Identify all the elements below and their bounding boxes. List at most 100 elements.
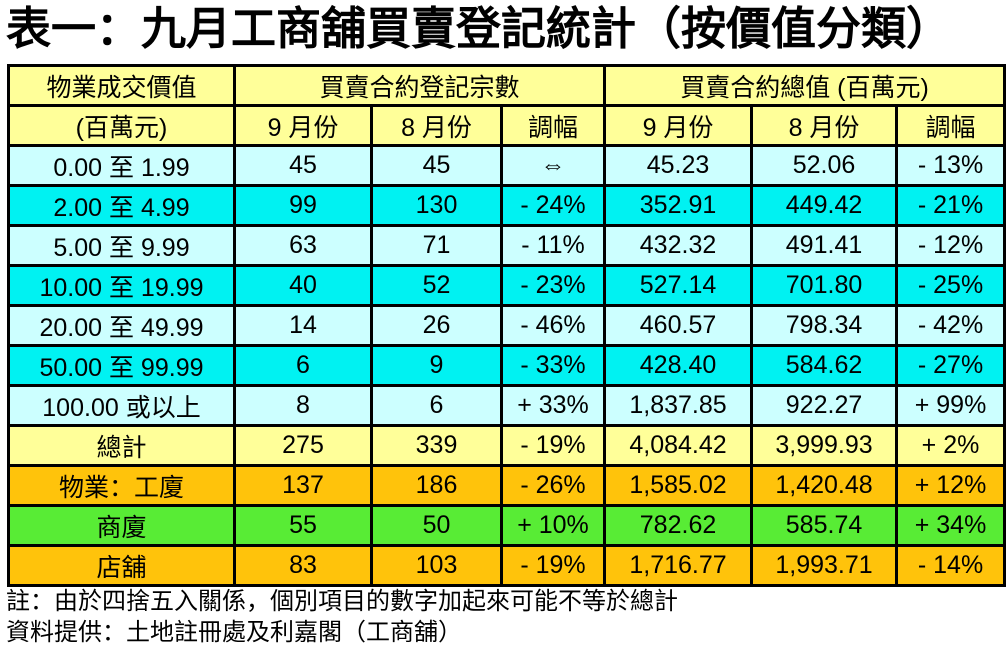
row-label: 2.00 至 4.99 bbox=[7, 184, 236, 227]
column-group-contract-count: 買賣合約登記宗數 bbox=[232, 64, 607, 107]
table-cell: 99 bbox=[233, 184, 373, 227]
column-header-sep: 9 月份 bbox=[603, 104, 754, 147]
table-cell: 14 bbox=[233, 304, 373, 347]
table-cell: 428.40 bbox=[603, 344, 754, 387]
table-cell: 782.62 bbox=[603, 504, 754, 547]
table-cell: 6 bbox=[233, 344, 373, 387]
table-cell: - 21% bbox=[895, 184, 1006, 227]
table-cell: 432.32 bbox=[603, 224, 754, 267]
note-source: 資料提供：土地註冊處及利嘉閣（工商舖） bbox=[6, 619, 462, 646]
table-cell: + 34% bbox=[895, 504, 1006, 547]
table-cell: 71 bbox=[370, 224, 503, 267]
table-cell: - 25% bbox=[895, 264, 1006, 307]
table-cell: - 13% bbox=[895, 144, 1006, 187]
table-cell: - 19% bbox=[499, 544, 607, 587]
table-cell: - 26% bbox=[499, 464, 607, 507]
table-cell: + 12% bbox=[895, 464, 1006, 507]
table-row-industrial: 物業：工廈 137 186 - 26% 1,585.02 1,420.48 + … bbox=[7, 464, 1006, 507]
table-cell: 527.14 bbox=[603, 264, 754, 307]
row-label: 總計 bbox=[7, 424, 236, 467]
table-cell: - 14% bbox=[895, 544, 1006, 587]
table-cell: 701.80 bbox=[750, 264, 899, 307]
table-cell: 275 bbox=[233, 424, 373, 467]
table-cell: 45.23 bbox=[603, 144, 754, 187]
table-cell: 798.34 bbox=[750, 304, 899, 347]
column-header-aug: 8 月份 bbox=[370, 104, 503, 147]
table-cell: + 2% bbox=[895, 424, 1006, 467]
table-cell: 55 bbox=[233, 504, 373, 547]
table-cell: 103 bbox=[370, 544, 503, 587]
table-cell: 186 bbox=[370, 464, 503, 507]
table-cell: 6 bbox=[370, 384, 503, 427]
row-label: 50.00 至 99.99 bbox=[7, 344, 236, 387]
table-cell: - 46% bbox=[499, 304, 607, 347]
row-label: 店舖 bbox=[7, 544, 236, 587]
column-header-aug: 8 月份 bbox=[750, 104, 899, 147]
table-cell: 8 bbox=[233, 384, 373, 427]
table-cell: 9 bbox=[370, 344, 503, 387]
table-row: 0.00 至 1.99 45 45 ⇔ 45.23 52.06 - 13% bbox=[7, 144, 1006, 187]
table-row-total: 總計 275 339 - 19% 4,084.42 3,999.93 + 2% bbox=[7, 424, 1006, 467]
table-cell: - 19% bbox=[499, 424, 607, 467]
row-label: 20.00 至 49.99 bbox=[7, 304, 236, 347]
table-cell: - 42% bbox=[895, 304, 1006, 347]
table-cell: 50 bbox=[370, 504, 503, 547]
table-cell: 52 bbox=[370, 264, 503, 307]
table-row: 10.00 至 19.99 40 52 - 23% 527.14 701.80 … bbox=[7, 264, 1006, 307]
table-cell: 449.42 bbox=[750, 184, 899, 227]
table-cell: 1,716.77 bbox=[603, 544, 754, 587]
table-cell: - 12% bbox=[895, 224, 1006, 267]
table-cell: - 24% bbox=[499, 184, 607, 227]
row-label: 商廈 bbox=[7, 504, 236, 547]
table-cell: + 33% bbox=[499, 384, 607, 427]
header-row-sub: (百萬元) 9 月份 8 月份 調幅 9 月份 8 月份 調幅 bbox=[7, 104, 1006, 147]
table-row: 5.00 至 9.99 63 71 - 11% 432.32 491.41 - … bbox=[7, 224, 1006, 267]
table-cell: 83 bbox=[233, 544, 373, 587]
table-cell: 40 bbox=[233, 264, 373, 307]
table-cell: 352.91 bbox=[603, 184, 754, 227]
column-group-contract-value: 買賣合約總值 (百萬元) bbox=[603, 64, 1006, 107]
table-row-commercial: 商廈 55 50 + 10% 782.62 585.74 + 34% bbox=[7, 504, 1006, 547]
column-header-unit: (百萬元) bbox=[7, 104, 236, 147]
table-cell: 1,837.85 bbox=[603, 384, 754, 427]
table-row-shop: 店舖 83 103 - 19% 1,716.77 1,993.71 - 14% bbox=[7, 544, 1006, 587]
table-cell: 1,993.71 bbox=[750, 544, 899, 587]
table-row: 100.00 或以上 8 6 + 33% 1,837.85 922.27 + 9… bbox=[7, 384, 1006, 427]
table-cell: 1,585.02 bbox=[603, 464, 754, 507]
column-header-change: 調幅 bbox=[499, 104, 607, 147]
table-cell: 1,420.48 bbox=[750, 464, 899, 507]
table-row: 2.00 至 4.99 99 130 - 24% 352.91 449.42 -… bbox=[7, 184, 1006, 227]
table-cell: 45 bbox=[370, 144, 503, 187]
table-cell: + 99% bbox=[895, 384, 1006, 427]
table-cell: - 11% bbox=[499, 224, 607, 267]
table-row: 20.00 至 49.99 14 26 - 46% 460.57 798.34 … bbox=[7, 304, 1006, 347]
row-label: 10.00 至 19.99 bbox=[7, 264, 236, 307]
table-cell: 584.62 bbox=[750, 344, 899, 387]
table-cell: 585.74 bbox=[750, 504, 899, 547]
table-cell: 137 bbox=[233, 464, 373, 507]
row-label: 0.00 至 1.99 bbox=[7, 144, 236, 187]
footnotes: 註：由於四捨五入關係，個別項目的數字加起來可能不等於總計 資料提供：土地註冊處及… bbox=[6, 586, 678, 648]
table-cell: + 10% bbox=[499, 504, 607, 547]
table-cell: 130 bbox=[370, 184, 503, 227]
table-cell: 922.27 bbox=[750, 384, 899, 427]
table-cell: 26 bbox=[370, 304, 503, 347]
row-label: 5.00 至 9.99 bbox=[7, 224, 236, 267]
header-row-groups: 物業成交價值 買賣合約登記宗數 買賣合約總值 (百萬元) bbox=[7, 64, 1006, 107]
table-cell: 4,084.42 bbox=[603, 424, 754, 467]
table-cell: 339 bbox=[370, 424, 503, 467]
table-cell: 45 bbox=[233, 144, 373, 187]
column-header-change: 調幅 bbox=[895, 104, 1006, 147]
row-label: 100.00 或以上 bbox=[7, 384, 236, 427]
column-header-property-value: 物業成交價值 bbox=[7, 64, 236, 107]
column-header-sep: 9 月份 bbox=[233, 104, 373, 147]
table-cell: 3,999.93 bbox=[750, 424, 899, 467]
table-cell: - 27% bbox=[895, 344, 1006, 387]
note-rounding: 註：由於四捨五入關係，個別項目的數字加起來可能不等於總計 bbox=[6, 588, 678, 615]
table-cell: 491.41 bbox=[750, 224, 899, 267]
table-cell: 460.57 bbox=[603, 304, 754, 347]
table-cell: - 23% bbox=[499, 264, 607, 307]
table-row: 50.00 至 99.99 6 9 - 33% 428.40 584.62 - … bbox=[7, 344, 1006, 387]
row-label: 物業：工廈 bbox=[7, 464, 236, 507]
table-cell: ⇔ bbox=[499, 144, 607, 187]
